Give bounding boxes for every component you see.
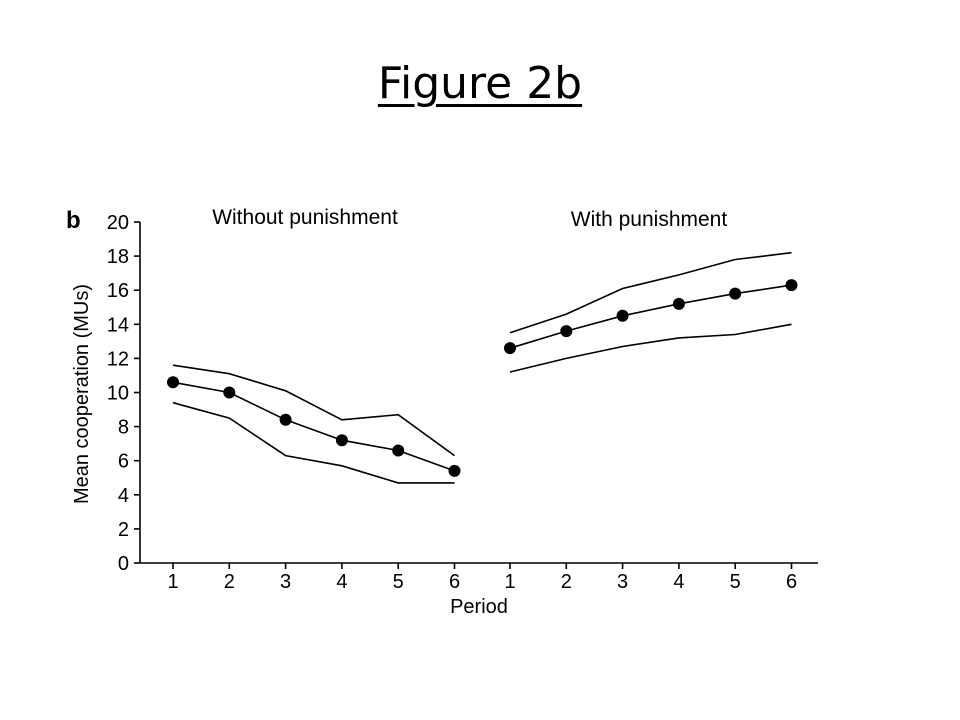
mean-point: [785, 279, 798, 292]
mean-point: [616, 309, 629, 322]
mean-line: [172, 381, 455, 472]
x-axis-label: Period: [450, 596, 508, 618]
mean-lines: [172, 284, 792, 472]
data-points: [167, 279, 798, 477]
x-tick-label: 3: [617, 571, 628, 593]
x-tick-label: 5: [393, 571, 404, 593]
lower-band-line: [509, 323, 792, 373]
upper-band-line: [172, 364, 455, 457]
y-tick-label: 16: [107, 280, 129, 302]
y-tick-label: 4: [118, 485, 129, 507]
y-ticks: 0 2 4 6 8 10 12 14 16 18 20: [107, 212, 140, 575]
upper-band-line: [509, 251, 792, 334]
x-tick-label: 1: [167, 571, 178, 593]
x-tick-label: 6: [786, 571, 797, 593]
y-tick-label: 2: [118, 519, 129, 541]
mean-point: [167, 376, 179, 389]
lower-band-line: [172, 401, 455, 484]
mean-line: [509, 284, 792, 349]
mean-point: [504, 342, 516, 355]
x-tick-label: 1: [504, 571, 515, 593]
mean-point: [335, 434, 348, 447]
mean-point: [392, 444, 405, 457]
slide-title: Figure 2b: [377, 58, 583, 109]
y-tick-label: 12: [107, 348, 129, 370]
mean-point: [560, 325, 573, 338]
y-tick-label: 14: [107, 314, 129, 336]
mean-point: [672, 297, 685, 310]
x-tick-label: 2: [561, 571, 572, 593]
y-tick-label: 20: [107, 212, 129, 234]
axes: [139, 222, 818, 564]
y-tick-label: 10: [107, 383, 129, 405]
x-tick-label: 3: [280, 571, 291, 593]
y-tick-label: 0: [118, 553, 129, 575]
x-tick-label: 4: [673, 571, 684, 593]
mean-point: [223, 386, 236, 399]
group-label-with-punishment: With punishment: [571, 208, 728, 231]
mean-point: [729, 287, 742, 300]
x-ticks: 1 2 3 4 5 6 1 2 3 4 5 6: [167, 563, 797, 593]
x-tick-label: 5: [730, 571, 741, 593]
mean-point: [448, 464, 461, 477]
x-tick-label: 2: [224, 571, 235, 593]
x-tick-label: 4: [336, 571, 347, 593]
x-tick-label: 6: [449, 571, 460, 593]
band-lines: [172, 251, 792, 484]
y-tick-label: 18: [107, 246, 129, 268]
group-label-without-punishment: Without punishment: [212, 206, 398, 229]
y-tick-label: 8: [118, 417, 129, 439]
y-tick-label: 6: [118, 451, 129, 473]
mean-point: [279, 413, 292, 426]
y-axis-label: Mean cooperation (MUs): [71, 284, 93, 504]
panel-label: b: [66, 207, 81, 234]
